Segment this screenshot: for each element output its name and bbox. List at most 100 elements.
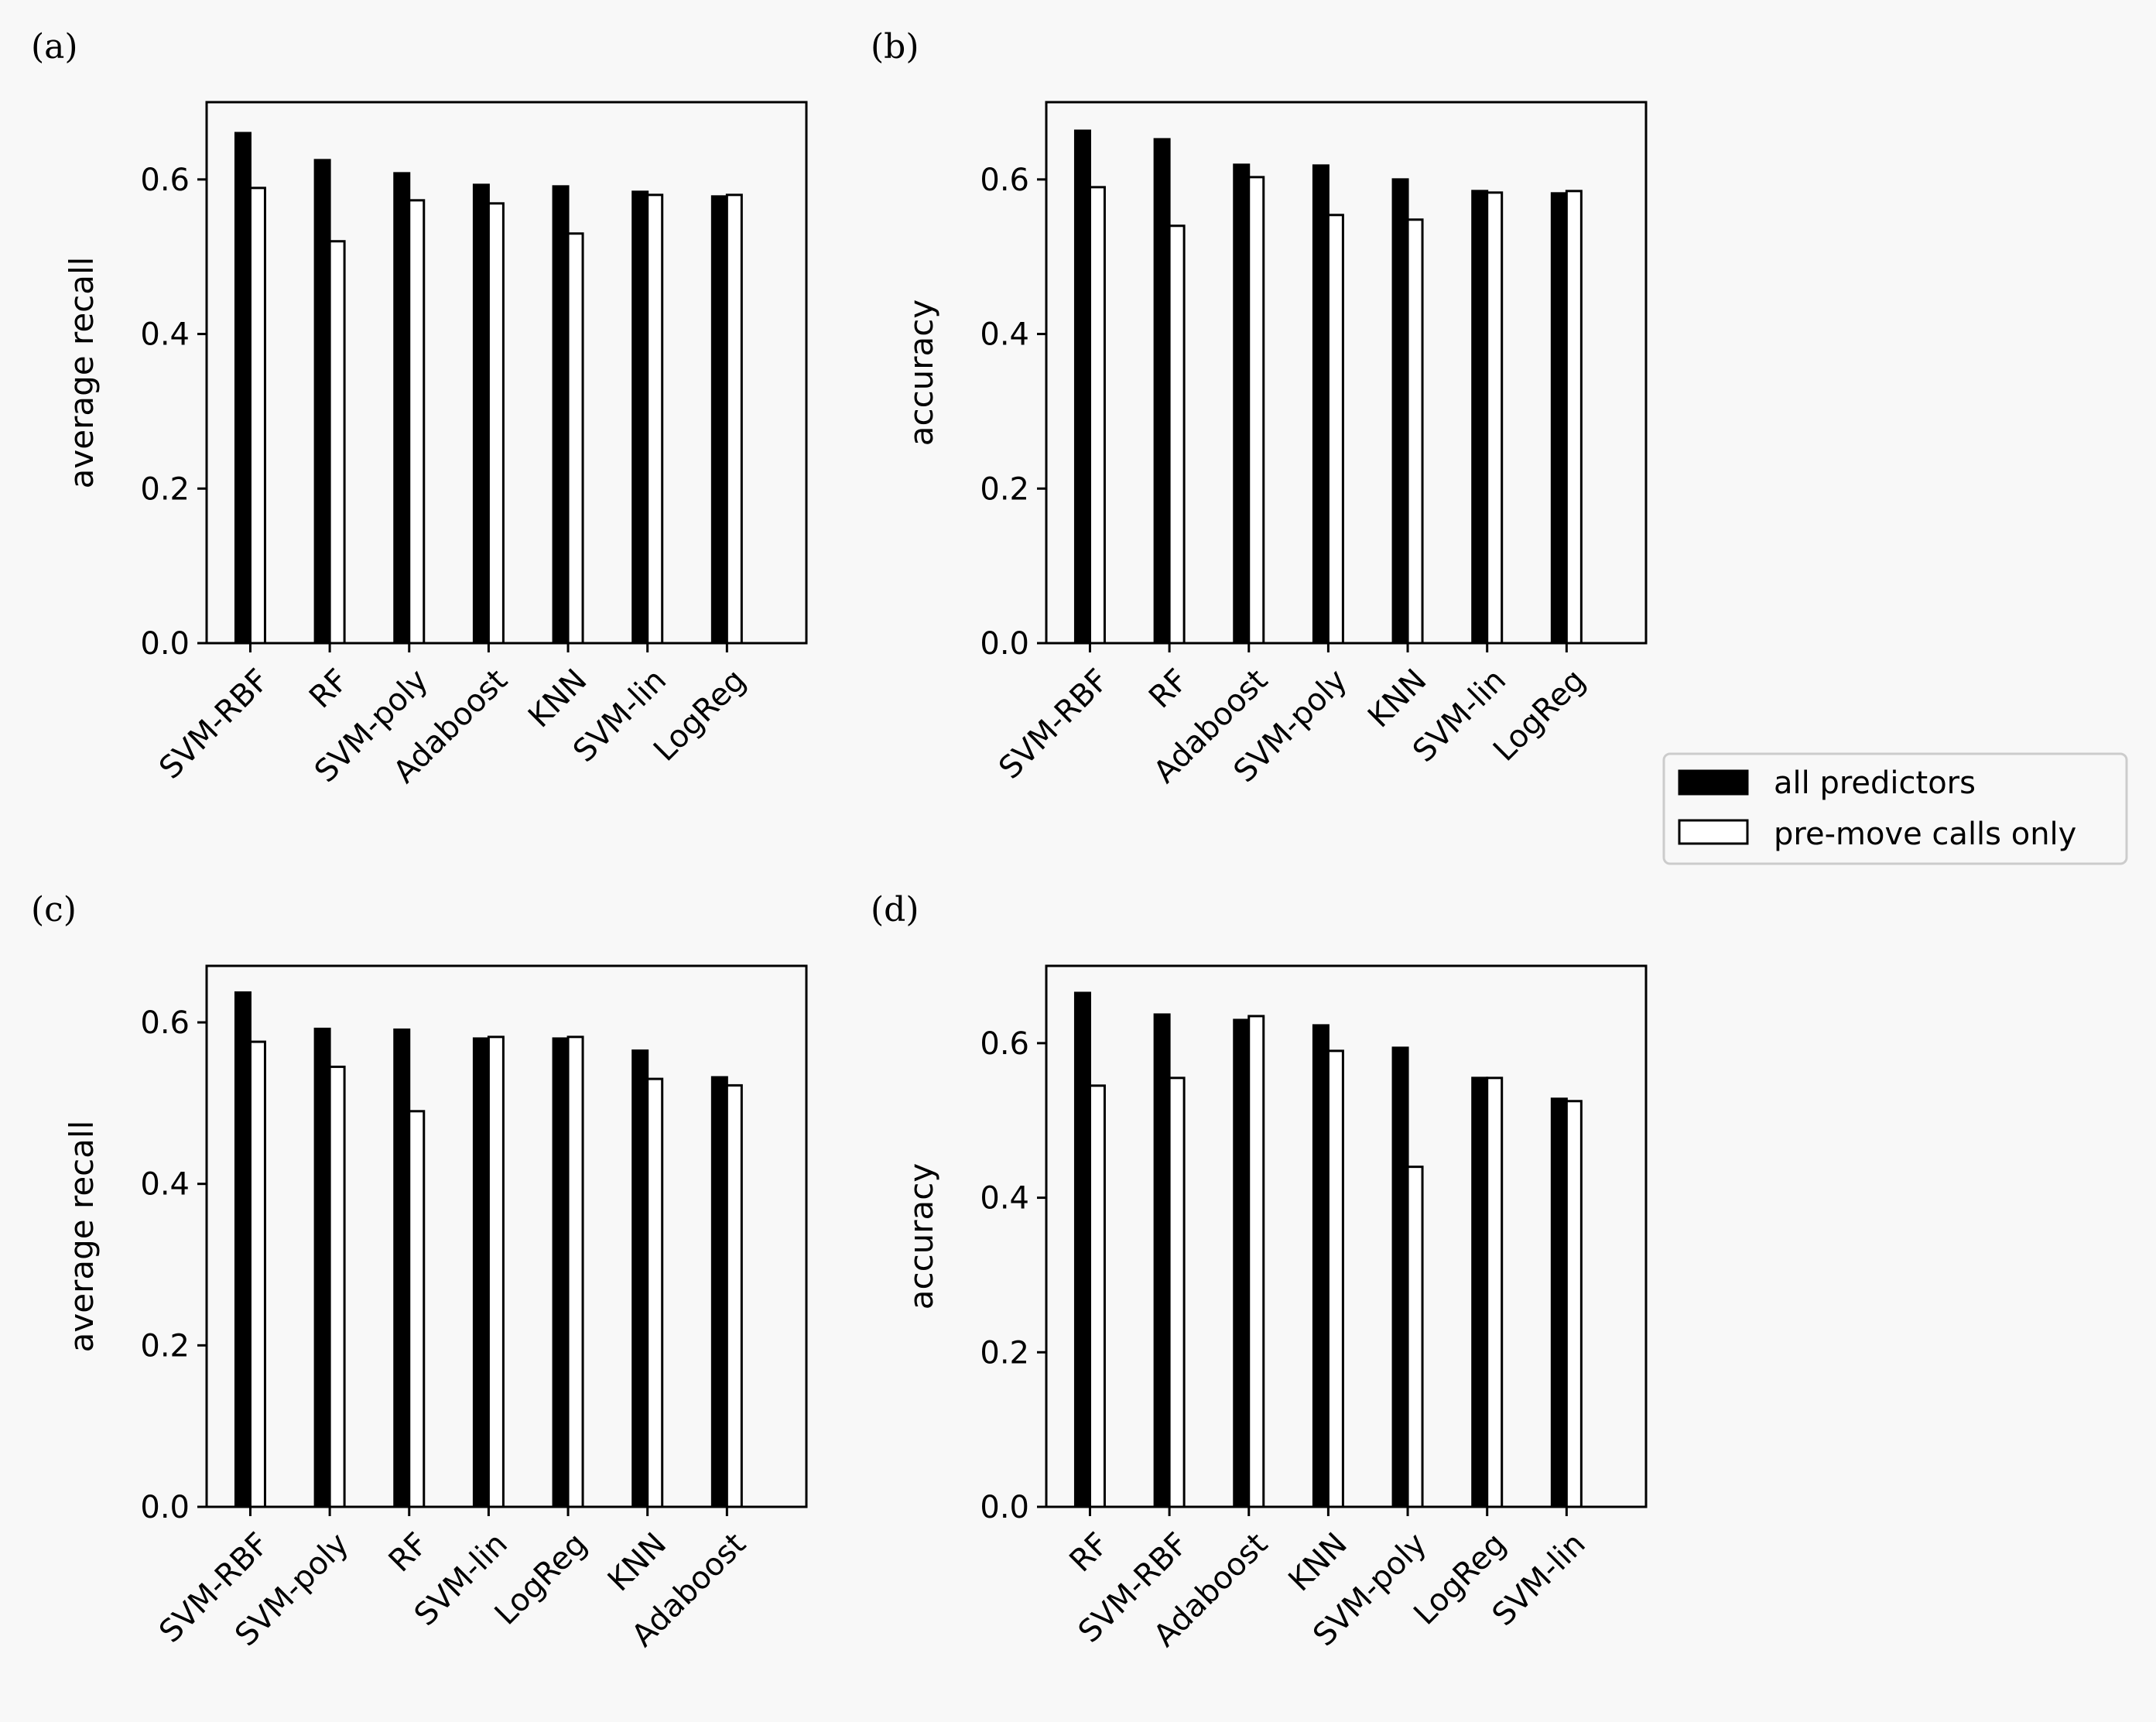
y-tick-label: 0.4 — [140, 317, 190, 353]
bar-all-predictors-svm-rbf — [234, 991, 252, 1508]
y-axis-label: average recall — [63, 1121, 101, 1353]
bar-all-predictors-svm-lin — [472, 1037, 490, 1508]
bar-all-predictors-adaboost — [710, 1076, 728, 1508]
bar-all-predictors-svm-rbf — [1073, 129, 1091, 645]
bar-all-predictors-logreg — [710, 195, 728, 645]
bar-pre-move-logreg — [1565, 190, 1583, 645]
x-tick-label: RF — [303, 662, 355, 715]
bar-all-predictors-svm-rbf — [234, 132, 252, 645]
x-tick-label: KNN — [522, 662, 594, 734]
bar-all-predictors-knn — [552, 185, 570, 645]
bar-pre-move-logreg — [1486, 1077, 1504, 1508]
y-tick-label: 0.0 — [980, 1490, 1029, 1525]
bar-all-predictors-knn — [1391, 178, 1409, 645]
bar-all-predictors-rf — [393, 1028, 411, 1508]
bar-pre-move-adaboost — [1247, 176, 1265, 645]
x-tick-label: KNN — [1282, 1526, 1353, 1598]
x-tick-label: RF — [382, 1526, 435, 1579]
y-tick-label: 0.4 — [980, 317, 1029, 353]
bar-pre-move-svm-poly — [408, 199, 426, 645]
bar-all-predictors-adaboost — [1233, 1018, 1251, 1508]
bar-pre-move-knn — [1326, 1049, 1344, 1508]
bar-all-predictors-svm-poly — [1312, 164, 1330, 645]
bar-pre-move-logreg — [725, 193, 743, 645]
bar-all-predictors-svm-poly — [393, 172, 411, 645]
plot-frame — [205, 964, 808, 1508]
plot-frame — [1045, 964, 1648, 1508]
bar-all-predictors-adaboost — [1233, 163, 1251, 645]
bar-all-predictors-rf — [313, 159, 331, 645]
y-tick-label: 0.2 — [980, 1335, 1029, 1371]
y-axis-label: average recall — [63, 257, 101, 489]
bar-all-predictors-adaboost — [472, 183, 490, 645]
bar-all-predictors-rf — [1073, 991, 1091, 1508]
bar-pre-move-rf — [1168, 224, 1186, 645]
bar-all-predictors-svm-lin — [1550, 1097, 1568, 1508]
y-tick-label: 0.2 — [140, 471, 190, 507]
y-tick-label: 0.0 — [140, 1490, 190, 1525]
legend-swatch-all-predictors — [1678, 769, 1749, 796]
bar-pre-move-svm-poly — [1406, 1166, 1424, 1508]
y-tick-label: 0.2 — [980, 471, 1029, 507]
x-tick-label: RF — [1142, 662, 1195, 715]
panel-label: (b) — [871, 27, 919, 67]
bar-pre-move-knn — [646, 1077, 664, 1508]
bar-all-predictors-svm-poly — [313, 1027, 331, 1508]
bar-pre-move-svm-rbf — [248, 1040, 266, 1508]
bar-all-predictors-svm-poly — [1391, 1046, 1409, 1508]
bar-pre-move-svm-lin — [1565, 1100, 1583, 1508]
bar-all-predictors-logreg — [1550, 192, 1568, 645]
bar-pre-move-svm-rbf — [1168, 1077, 1186, 1508]
y-tick-label: 0.4 — [980, 1181, 1029, 1217]
bar-all-predictors-svm-rbf — [1153, 1013, 1171, 1508]
bar-all-predictors-knn — [631, 1049, 649, 1508]
legend: all predictors pre-move calls only — [1662, 752, 2128, 865]
plot-frame — [205, 101, 808, 645]
bar-all-predictors-logreg — [1471, 1077, 1489, 1508]
bar-pre-move-svm-lin — [646, 193, 664, 645]
y-tick-label: 0.6 — [140, 1005, 190, 1041]
legend-label-pre-move: pre-move calls only — [1774, 816, 2076, 852]
y-tick-label: 0.2 — [140, 1328, 190, 1364]
panel-label: (c) — [31, 890, 77, 929]
x-tick-label: KNN — [1361, 662, 1433, 734]
bar-all-predictors-rf — [1153, 138, 1171, 645]
bar-pre-move-adaboost — [725, 1084, 743, 1508]
plot-frame — [1045, 101, 1648, 645]
y-axis-label: accuracy — [902, 300, 940, 447]
panel-label: (d) — [871, 890, 919, 929]
legend-label-all-predictors: all predictors — [1774, 765, 1976, 801]
bar-pre-move-knn — [1406, 218, 1424, 645]
legend-frame — [1662, 752, 2128, 865]
y-tick-label: 0.0 — [980, 626, 1029, 662]
y-tick-label: 0.6 — [980, 1026, 1029, 1062]
y-tick-label: 0.6 — [980, 163, 1029, 198]
bar-pre-move-svm-lin — [487, 1036, 505, 1508]
bar-pre-move-svm-poly — [1326, 214, 1344, 645]
bar-pre-move-rf — [408, 1110, 426, 1508]
bar-pre-move-adaboost — [487, 202, 505, 645]
x-tick-label: RF — [1063, 1526, 1115, 1579]
bar-pre-move-knn — [566, 232, 584, 645]
bar-pre-move-adaboost — [1247, 1015, 1265, 1508]
y-tick-label: 0.6 — [140, 163, 190, 198]
bar-pre-move-svm-rbf — [1088, 186, 1106, 645]
y-tick-label: 0.4 — [140, 1167, 190, 1203]
bar-pre-move-svm-poly — [328, 1065, 346, 1508]
x-tick-label: SVM-RBF — [992, 662, 1116, 786]
x-tick-label: KNN — [601, 1526, 673, 1598]
bar-pre-move-logreg — [566, 1036, 584, 1508]
bar-pre-move-svm-lin — [1486, 191, 1504, 645]
bar-pre-move-rf — [328, 240, 346, 645]
bar-all-predictors-svm-lin — [1471, 190, 1489, 645]
y-tick-label: 0.0 — [140, 626, 190, 662]
legend-swatch-pre-move — [1678, 819, 1749, 845]
panel-label: (a) — [31, 27, 78, 67]
bar-all-predictors-logreg — [552, 1037, 570, 1508]
y-axis-label: accuracy — [902, 1163, 940, 1310]
